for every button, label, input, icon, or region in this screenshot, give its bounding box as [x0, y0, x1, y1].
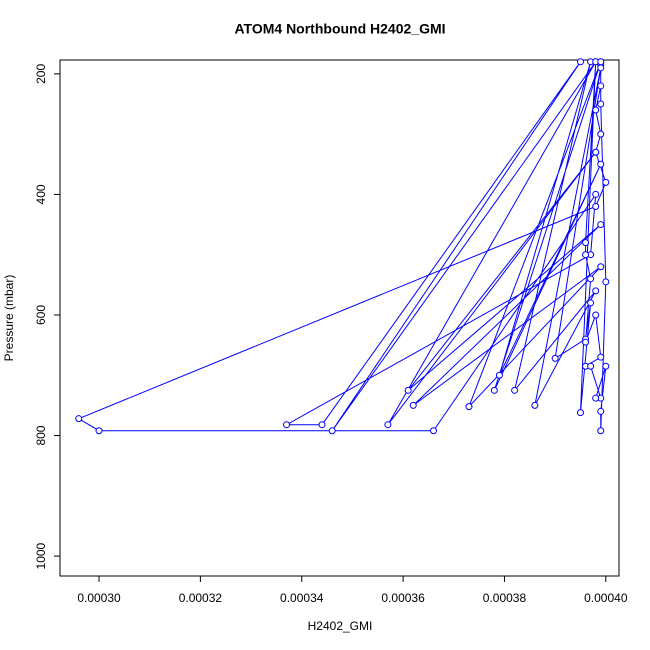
data-point — [490, 386, 498, 394]
data-point — [511, 386, 519, 394]
data-point — [582, 338, 590, 346]
y-tick-label: 1000 — [34, 542, 48, 569]
x-tick-label: 0.00036 — [381, 591, 425, 605]
data-point — [597, 64, 605, 72]
y-tick-label: 600 — [34, 305, 48, 325]
y-tick-label: 800 — [34, 425, 48, 445]
data-point — [597, 160, 605, 168]
data-point — [384, 421, 392, 429]
data-point — [597, 58, 605, 66]
series-line — [77, 61, 607, 432]
data-point — [587, 362, 595, 370]
plot-frame — [59, 59, 620, 577]
data-point — [495, 371, 503, 379]
data-point — [602, 362, 610, 370]
x-tick-label: 0.00030 — [77, 591, 121, 605]
data-point — [592, 394, 600, 402]
data-point — [592, 287, 600, 295]
x-tick-label: 0.00038 — [483, 591, 527, 605]
data-point — [75, 415, 83, 423]
data-point — [597, 221, 605, 229]
data-point — [592, 106, 600, 114]
data-point — [430, 427, 438, 435]
x-tick-label: 0.00040 — [584, 591, 628, 605]
data-point — [582, 251, 590, 259]
data-point — [592, 148, 600, 156]
data-point — [597, 263, 605, 271]
x-tick-label: 0.00032 — [179, 591, 223, 605]
x-tick-label: 0.00034 — [280, 591, 324, 605]
chart-title: ATOM4 Northbound H2402_GMI — [234, 21, 445, 37]
data-point — [409, 401, 417, 409]
y-tick-label: 200 — [34, 64, 48, 84]
data-point — [602, 278, 610, 286]
data-point — [576, 58, 584, 66]
data-point — [597, 82, 605, 90]
data-point — [582, 239, 590, 247]
data-point — [597, 427, 605, 435]
data-point — [597, 100, 605, 108]
data-point — [551, 354, 559, 362]
data-point — [587, 299, 595, 307]
data-point — [592, 190, 600, 198]
y-tick-label: 400 — [34, 184, 48, 204]
data-point — [597, 130, 605, 138]
data-point — [465, 403, 473, 411]
data-point — [404, 386, 412, 394]
y-axis-title: Pressure (mbar) — [2, 275, 16, 362]
data-point — [592, 311, 600, 319]
data-point — [597, 407, 605, 415]
data-point — [602, 178, 610, 186]
data-point — [328, 427, 336, 435]
data-point — [597, 353, 605, 361]
data-point — [592, 202, 600, 210]
x-axis-title: H2402_GMI — [308, 619, 373, 633]
data-point — [587, 275, 595, 283]
data-point — [531, 401, 539, 409]
data-point — [283, 421, 291, 429]
data-point — [576, 409, 584, 417]
data-point — [95, 427, 103, 435]
data-point — [318, 421, 326, 429]
